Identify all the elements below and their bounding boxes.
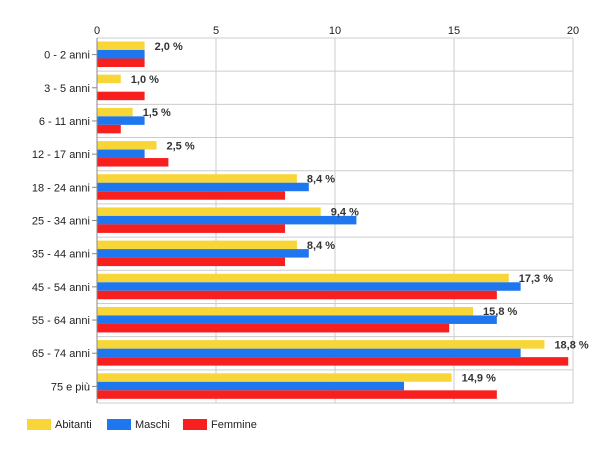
grid-lines [96, 37, 574, 404]
bar-abitanti [97, 41, 145, 50]
bar-abitanti [97, 373, 452, 382]
bar-abitanti [97, 273, 509, 283]
bar-maschi [97, 315, 497, 324]
legend-swatch-maschi [107, 419, 131, 430]
category-label: 65 - 74 anni [32, 348, 90, 360]
legend-swatch-femmine [183, 419, 207, 430]
category-label: 18 - 24 anni [32, 182, 90, 194]
bar-abitanti [97, 174, 297, 183]
bar-abitanti [97, 340, 545, 349]
bar-maschi [97, 249, 309, 258]
legend: Abitanti Maschi Femmine [27, 419, 257, 431]
bar-femmine [97, 323, 450, 333]
data-label: 2,5 % [167, 140, 195, 152]
bar-femmine [97, 224, 286, 233]
bar-abitanti [97, 107, 133, 117]
axes: 0 5 10 15 20 0 - 2 anni 3 - 5 anni 6 - 11 anni 1… [32, 25, 579, 403]
bar-femmine [97, 124, 121, 134]
bar-maschi [97, 149, 145, 159]
bar-maschi [97, 215, 357, 225]
bar-femmine [97, 91, 145, 101]
data-label: 9,4 % [331, 207, 359, 219]
data-label: 17,3 % [519, 273, 553, 285]
bar-maschi [97, 116, 145, 125]
data-label: 8,4 % [307, 240, 335, 252]
legend-label: Abitanti [55, 419, 92, 431]
x-tick-label: 10 [329, 25, 341, 37]
data-label: 1,0 % [131, 74, 159, 86]
bar-abitanti [97, 306, 474, 316]
bar-femmine [97, 58, 145, 67]
bar-femmine [97, 191, 286, 200]
bar-abitanti [97, 240, 297, 250]
category-label: 75 e più [51, 381, 90, 393]
bar-abitanti [97, 74, 121, 84]
category-label: 35 - 44 anni [32, 249, 90, 261]
data-label: 1,5 % [143, 107, 171, 119]
bar-femmine [97, 290, 497, 300]
category-label: 3 - 5 anni [44, 83, 90, 95]
category-label: 45 - 54 anni [32, 282, 90, 294]
legend-swatch-abitanti [27, 419, 51, 430]
legend-label: Femmine [211, 419, 257, 431]
x-tick-label: 0 [94, 25, 100, 37]
data-label: 18,8 % [554, 339, 588, 351]
bar-maschi [97, 348, 521, 358]
category-label: 0 - 2 anni [44, 50, 90, 62]
bar-femmine [97, 257, 286, 267]
legend-label: Maschi [135, 419, 170, 431]
x-tick-label: 15 [448, 25, 460, 37]
bar-femmine [97, 390, 497, 399]
bars [97, 41, 569, 399]
category-label: 6 - 11 anni [39, 116, 90, 128]
category-label: 12 - 17 anni [32, 149, 90, 161]
data-label: 2,0 % [155, 41, 183, 53]
category-label: 25 - 34 anni [32, 216, 90, 228]
data-labels: 2,0 % 1,0 % 1,5 % 2,5 % 8,4 % 9,4 % 8,4 % 17,3 … [131, 41, 589, 385]
bar-maschi [97, 50, 145, 59]
bar-maschi [97, 381, 405, 391]
bar-abitanti [97, 207, 321, 216]
bar-maschi [97, 282, 521, 291]
x-tick-label: 20 [567, 25, 579, 37]
x-tick-label: 5 [213, 25, 219, 37]
data-label: 8,4 % [307, 173, 335, 185]
data-label: 14,9 % [462, 373, 496, 385]
data-label: 15,8 % [483, 306, 517, 318]
bar-femmine [97, 158, 169, 167]
category-label: 55 - 64 anni [32, 315, 90, 327]
bar-maschi [97, 182, 309, 192]
bar-femmine [97, 357, 569, 366]
bar-abitanti [97, 141, 157, 150]
